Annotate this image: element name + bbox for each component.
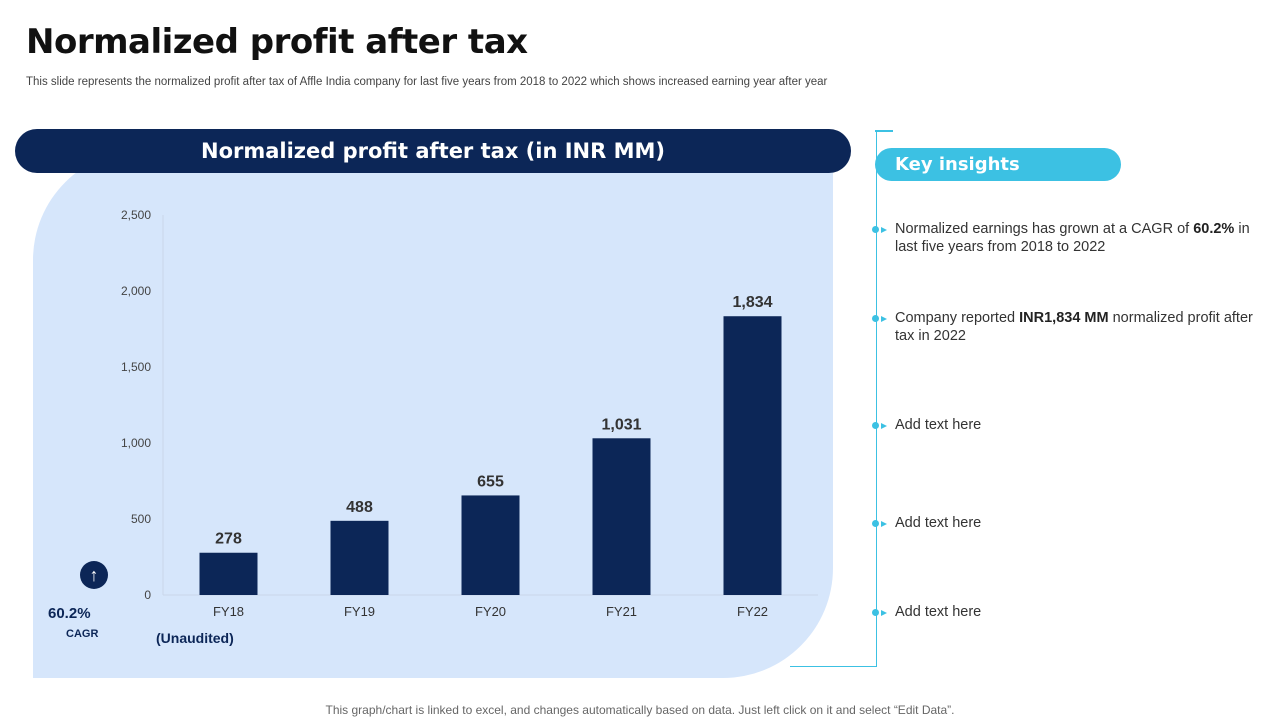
bullet-arrow-icon [870,609,888,617]
insight-text: Add text here [895,515,982,531]
insight-text: Add text here [895,604,982,620]
bullet-arrow-icon [870,226,888,234]
key-insights-header: Key insights [875,148,1121,181]
insight-highlight: 60.2% [1193,221,1235,237]
unaudited-note: (Unaudited) [156,630,234,646]
chart-header: Normalized profit after tax (in INR MM) [15,129,851,173]
cagr-value: 60.2% [48,605,91,622]
page-subtitle: This slide represents the normalized pro… [26,76,828,88]
chart-panel [33,150,833,678]
insight-text: Add text here [895,417,982,433]
cagr-label: CAGR [66,628,99,640]
bullet-arrow-icon [870,315,888,323]
insight-text: Company reported INR1,834 MM normalized … [895,310,1253,344]
insights-connector-line [790,130,877,667]
insights-connector-top [875,130,893,132]
insight-highlight: INR1,834 MM [1019,310,1109,326]
bullet-arrow-icon [870,422,888,430]
insight-text: Normalized earnings has grown at a CAGR … [895,221,1250,255]
bullet-arrow-icon [870,520,888,528]
arrow-up-icon: ↑ [80,561,108,589]
page-title: Normalized profit after tax [26,22,528,62]
footer-note: This graph/chart is linked to excel, and… [325,703,955,717]
